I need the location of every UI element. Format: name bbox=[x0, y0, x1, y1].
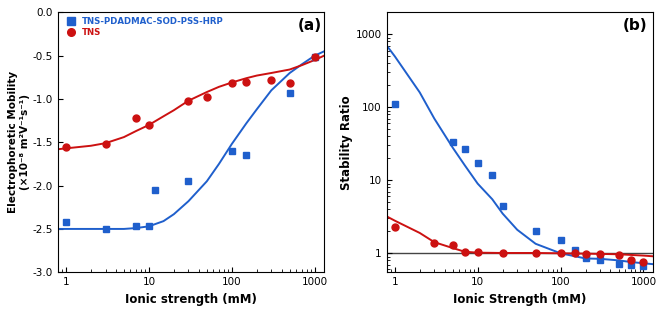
Y-axis label: Electrophoretic Mobility
(×10⁻⁸ m²V⁻¹s⁻¹): Electrophoretic Mobility (×10⁻⁸ m²V⁻¹s⁻¹… bbox=[9, 71, 30, 213]
Text: (b): (b) bbox=[623, 18, 647, 33]
X-axis label: Ionic strength (mM): Ionic strength (mM) bbox=[125, 293, 257, 306]
Text: (a): (a) bbox=[297, 18, 322, 33]
X-axis label: Ionic Strength (mM): Ionic Strength (mM) bbox=[453, 293, 587, 306]
Legend: TNS-PDADMAC-SOD-PSS-HRP, TNS: TNS-PDADMAC-SOD-PSS-HRP, TNS bbox=[61, 15, 226, 39]
Y-axis label: Stability Ratio: Stability Ratio bbox=[340, 95, 353, 190]
